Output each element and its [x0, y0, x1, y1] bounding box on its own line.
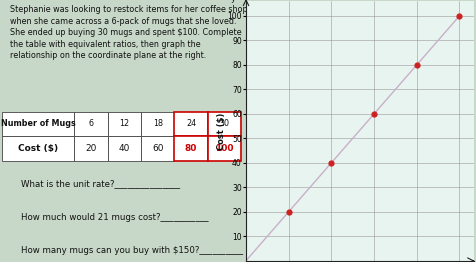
Point [413, 63, 420, 67]
Text: 18: 18 [153, 119, 163, 128]
Bar [74, 136, 108, 161]
Y-axis label: Cost ($): Cost ($) [217, 112, 226, 150]
Text: 20: 20 [85, 144, 97, 153]
Bar [141, 136, 174, 161]
Text: 12: 12 [119, 119, 129, 128]
Text: 24: 24 [186, 119, 196, 128]
Text: 6: 6 [89, 119, 93, 128]
Bar [74, 112, 108, 136]
Text: Number of Mugs: Number of Mugs [1, 119, 76, 128]
Text: What is the unit rate?_______________: What is the unit rate?_______________ [21, 179, 180, 188]
Bar [2, 112, 74, 136]
Point [327, 161, 335, 165]
Point [285, 210, 293, 214]
Bar [208, 136, 241, 161]
Text: Cost ($): Cost ($) [18, 144, 58, 153]
Bar [208, 112, 241, 136]
Bar [141, 112, 174, 136]
Bar [108, 112, 141, 136]
Point [370, 112, 378, 116]
Bar [2, 136, 74, 161]
Text: 60: 60 [152, 144, 163, 153]
Text: 30: 30 [219, 119, 229, 128]
Text: How many mugs can you buy with $150?__________: How many mugs can you buy with $150?____… [21, 247, 244, 255]
Text: Stephanie was looking to restock items for her coffee shop
when she came across : Stephanie was looking to restock items f… [10, 5, 247, 60]
Text: How much would 21 mugs cost?___________: How much would 21 mugs cost?___________ [21, 213, 209, 222]
Text: 100: 100 [215, 144, 234, 153]
Point [456, 14, 463, 18]
Bar [174, 136, 208, 161]
Bar [108, 136, 141, 161]
Text: 40: 40 [119, 144, 130, 153]
Text: 80: 80 [185, 144, 198, 153]
Bar [174, 112, 208, 136]
Text: y: y [230, 0, 235, 3]
